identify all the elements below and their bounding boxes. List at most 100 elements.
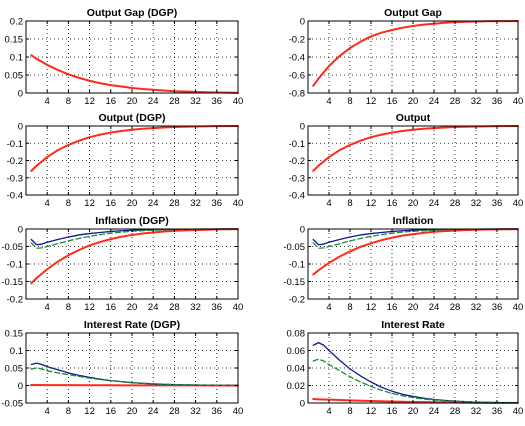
x-tick-label: 12 bbox=[366, 198, 377, 209]
x-tick-label: 32 bbox=[471, 302, 482, 313]
subplot-title: Inflation (DGP) bbox=[95, 215, 169, 227]
x-tick-label: 40 bbox=[233, 302, 244, 313]
subplot-6: 4 8 12 16 20 24 28 32 36 40 -0.2 -0.15 -0.1 -0.05 0 Inf… bbox=[283, 215, 523, 313]
y-tick-label: 0 bbox=[300, 122, 305, 133]
x-tick-label: 24 bbox=[148, 406, 159, 417]
x-tick-label: 4 bbox=[326, 96, 331, 107]
x-tick-label: 12 bbox=[84, 96, 95, 107]
subplot-title: Output bbox=[396, 112, 431, 124]
y-tick-label: -0.1 bbox=[7, 139, 23, 150]
x-tick-label: 32 bbox=[190, 406, 201, 417]
subplot-4: 4 8 12 16 20 24 28 32 36 40 -0.4 -0.3 -0.2 -0.1 0 Outpu… bbox=[289, 112, 524, 209]
x-tick-label: 20 bbox=[408, 302, 419, 313]
y-tick-label: -0.15 bbox=[283, 277, 305, 288]
x-tick-label: 12 bbox=[366, 302, 377, 313]
y-tick-label: 0.06 bbox=[287, 346, 306, 357]
x-tick-label: 24 bbox=[148, 198, 159, 209]
x-tick-label: 36 bbox=[212, 198, 223, 209]
x-tick-label: 12 bbox=[84, 406, 95, 417]
x-tick-label: 20 bbox=[408, 406, 419, 417]
x-tick-label: 4 bbox=[45, 302, 50, 313]
x-tick-label: 16 bbox=[387, 198, 398, 209]
x-tick-label: 16 bbox=[387, 406, 398, 417]
x-tick-label: 12 bbox=[84, 198, 95, 209]
subplot-title: Output Gap (DGP) bbox=[87, 7, 177, 19]
x-tick-label: 4 bbox=[45, 198, 50, 209]
x-tick-label: 8 bbox=[347, 302, 352, 313]
x-tick-label: 20 bbox=[127, 406, 138, 417]
x-tick-label: 40 bbox=[513, 198, 524, 209]
y-tick-label: -0.3 bbox=[289, 173, 305, 184]
y-tick-label: 0.05 bbox=[5, 71, 24, 82]
y-tick-label: 0 bbox=[300, 17, 305, 28]
y-tick-label: -0.1 bbox=[289, 260, 305, 271]
x-tick-label: 28 bbox=[450, 406, 461, 417]
x-tick-label: 16 bbox=[106, 406, 117, 417]
x-tick-label: 24 bbox=[429, 302, 440, 313]
x-tick-label: 36 bbox=[492, 96, 503, 107]
y-tick-label: 0 bbox=[18, 225, 23, 236]
y-tick-label: -0.4 bbox=[289, 191, 305, 202]
x-tick-label: 24 bbox=[429, 198, 440, 209]
x-tick-label: 40 bbox=[513, 96, 524, 107]
x-tick-label: 20 bbox=[127, 96, 138, 107]
x-tick-label: 28 bbox=[169, 96, 180, 107]
subplot-title: Interest Rate (DGP) bbox=[84, 319, 180, 331]
y-tick-label: -0.2 bbox=[289, 295, 305, 306]
x-tick-label: 8 bbox=[66, 96, 71, 107]
y-tick-label: 0.2 bbox=[10, 17, 23, 28]
x-tick-label: 12 bbox=[366, 406, 377, 417]
x-tick-label: 4 bbox=[45, 406, 50, 417]
x-tick-label: 24 bbox=[148, 96, 159, 107]
subplot-3: 4 8 12 16 20 24 28 32 36 40 -0.4 -0.3 -0.2 -0.1 0 Outpu… bbox=[7, 112, 244, 209]
x-tick-label: 40 bbox=[233, 406, 244, 417]
x-tick-label: 16 bbox=[106, 302, 117, 313]
y-tick-label: 0.15 bbox=[5, 35, 24, 46]
subplot-7: 4 8 12 16 20 24 28 32 36 40 -0.05 0 0.05 0.1 0.15 Inter… bbox=[1, 319, 243, 417]
y-tick-label: -0.2 bbox=[7, 156, 23, 167]
x-tick-label: 32 bbox=[190, 302, 201, 313]
x-tick-label: 32 bbox=[190, 198, 201, 209]
y-tick-label: 0 bbox=[18, 122, 23, 133]
x-tick-label: 4 bbox=[326, 406, 331, 417]
x-tick-label: 8 bbox=[66, 198, 71, 209]
subplot-8: 4 8 12 16 20 24 28 32 36 40 0 0.02 0.04 0.06 0.08 Inter… bbox=[287, 319, 524, 417]
y-tick-label: -0.2 bbox=[289, 35, 305, 46]
x-tick-label: 40 bbox=[513, 406, 524, 417]
x-tick-label: 40 bbox=[233, 198, 244, 209]
x-tick-label: 36 bbox=[492, 302, 503, 313]
x-tick-label: 36 bbox=[492, 406, 503, 417]
x-tick-label: 16 bbox=[387, 96, 398, 107]
y-tick-label: -0.8 bbox=[289, 89, 305, 100]
y-tick-label: 0 bbox=[18, 89, 23, 100]
subplot-title: Output Gap bbox=[384, 7, 442, 19]
x-tick-label: 16 bbox=[106, 198, 117, 209]
x-tick-label: 40 bbox=[513, 302, 524, 313]
y-tick-label: -0.4 bbox=[7, 191, 23, 202]
x-tick-label: 8 bbox=[66, 302, 71, 313]
x-tick-label: 28 bbox=[169, 406, 180, 417]
y-tick-label: -0.1 bbox=[289, 139, 305, 150]
subplot-title: Interest Rate bbox=[381, 319, 445, 331]
x-tick-label: 36 bbox=[212, 96, 223, 107]
y-tick-label: 0 bbox=[300, 225, 305, 236]
x-tick-label: 4 bbox=[326, 302, 331, 313]
x-tick-label: 20 bbox=[408, 198, 419, 209]
x-tick-label: 24 bbox=[148, 302, 159, 313]
x-tick-label: 8 bbox=[66, 406, 71, 417]
y-tick-label: -0.05 bbox=[1, 399, 23, 410]
y-tick-label: -0.6 bbox=[289, 71, 305, 82]
x-tick-label: 36 bbox=[492, 198, 503, 209]
y-tick-label: 0.15 bbox=[5, 329, 24, 340]
subplot-title: Inflation bbox=[393, 215, 434, 227]
series-line-3 bbox=[30, 367, 239, 387]
subplot-1: 4 8 12 16 20 24 28 32 36 40 0 0.05 0.1 0.15 0.2 Output … bbox=[5, 7, 244, 107]
y-tick-label: 0.02 bbox=[287, 381, 306, 392]
y-tick-label: -0.05 bbox=[1, 242, 23, 253]
x-tick-label: 28 bbox=[450, 302, 461, 313]
x-tick-label: 12 bbox=[366, 96, 377, 107]
y-tick-label: -0.2 bbox=[7, 295, 23, 306]
x-tick-label: 8 bbox=[347, 406, 352, 417]
x-tick-label: 24 bbox=[429, 406, 440, 417]
